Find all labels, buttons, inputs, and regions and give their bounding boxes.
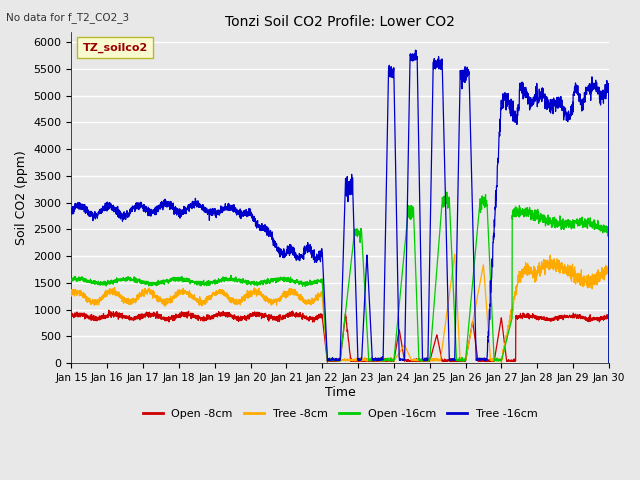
Title: Tonzi Soil CO2 Profile: Lower CO2: Tonzi Soil CO2 Profile: Lower CO2 — [225, 15, 455, 29]
Legend: Open -8cm, Tree -8cm, Open -16cm, Tree -16cm: Open -8cm, Tree -8cm, Open -16cm, Tree -… — [138, 405, 542, 424]
Text: No data for f_T2_CO2_3: No data for f_T2_CO2_3 — [6, 12, 129, 23]
X-axis label: Time: Time — [324, 385, 355, 398]
Y-axis label: Soil CO2 (ppm): Soil CO2 (ppm) — [15, 150, 28, 245]
